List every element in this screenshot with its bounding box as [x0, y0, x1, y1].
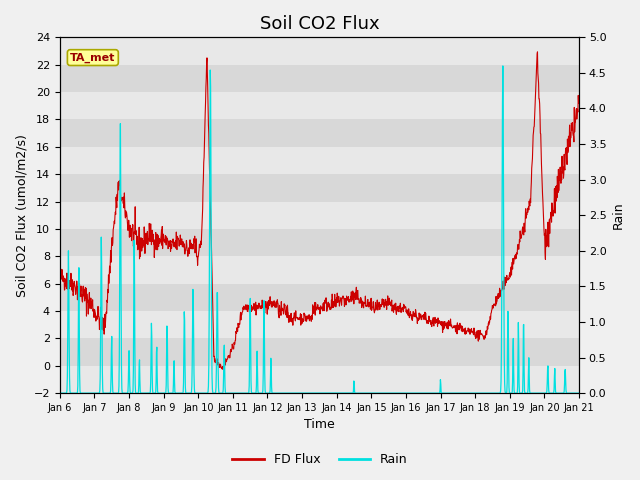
- Bar: [60, 120, 579, 147]
- Bar: [60, 65, 579, 92]
- Bar: [60, 92, 579, 120]
- Title: Soil CO2 Flux: Soil CO2 Flux: [260, 15, 379, 33]
- Text: TA_met: TA_met: [70, 52, 116, 63]
- Legend: FD Flux, Rain: FD Flux, Rain: [227, 448, 413, 471]
- Bar: [60, 174, 579, 202]
- Bar: [60, 284, 579, 311]
- Bar: [60, 202, 579, 229]
- Bar: [60, 229, 579, 256]
- Y-axis label: Soil CO2 Flux (umol/m2/s): Soil CO2 Flux (umol/m2/s): [15, 134, 28, 297]
- Bar: [60, 256, 579, 284]
- Y-axis label: Rain: Rain: [612, 202, 625, 229]
- Bar: [60, 311, 579, 338]
- Bar: [60, 338, 579, 366]
- Bar: [60, 37, 579, 65]
- Bar: [60, 147, 579, 174]
- X-axis label: Time: Time: [304, 419, 335, 432]
- Bar: [60, 366, 579, 393]
